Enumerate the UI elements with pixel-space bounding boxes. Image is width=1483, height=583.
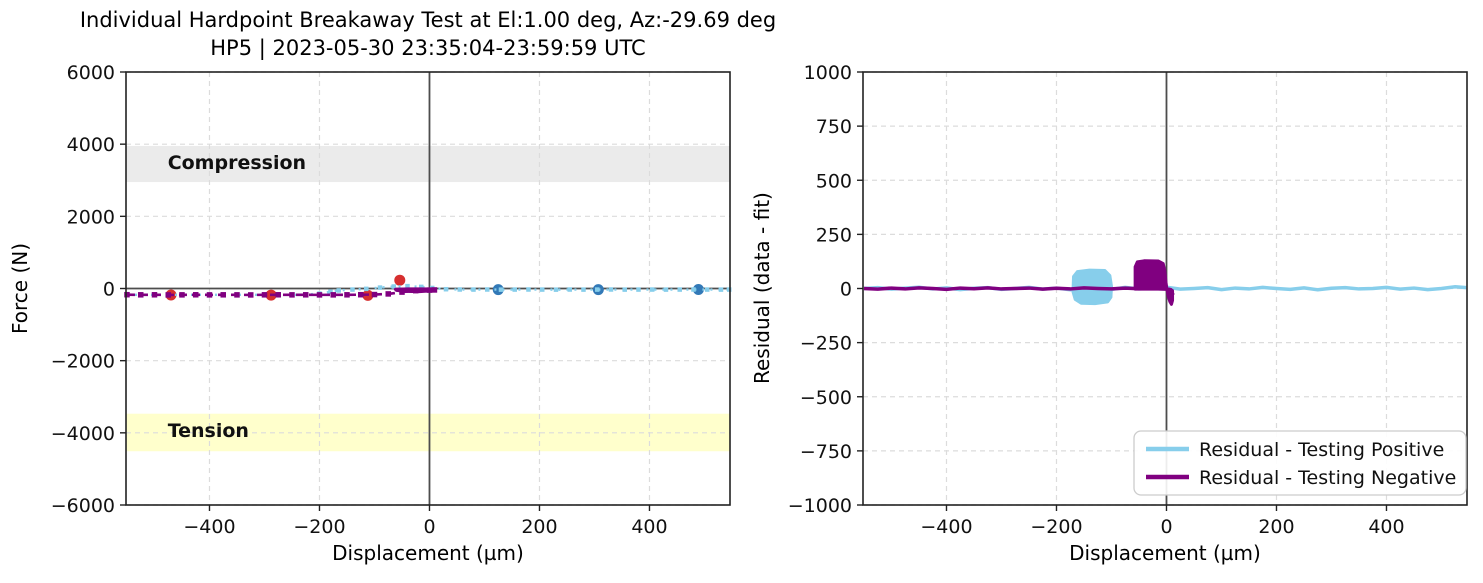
series-testing-positive-marker [649, 287, 655, 292]
series-testing-negative-marker [206, 292, 213, 298]
series-testing-positive-marker [328, 289, 333, 294]
y-tick-label: 0 [103, 279, 115, 301]
y-tick-label: 2000 [67, 206, 115, 228]
series-testing-positive-marker [622, 287, 627, 292]
series-testing-negative-marker [302, 292, 309, 298]
y-tick-label: 4000 [67, 134, 115, 156]
compression-band [126, 145, 730, 183]
plot-subtitle: HP5 | 2023-05-30 23:35:04-23:59:59 UTC [210, 36, 646, 60]
series-testing-positive-marker [636, 287, 641, 292]
y-tick-label: 500 [816, 170, 852, 192]
y-tick-label: 0 [840, 279, 852, 301]
legend-box [1133, 430, 1467, 496]
series-testing-positive-marker [457, 287, 462, 292]
series-testing-positive-marker [663, 287, 669, 292]
series-testing-positive-marker [363, 286, 369, 292]
series-testing-negative-marker [385, 291, 391, 297]
series-testing-negative-marker [124, 291, 130, 298]
y-tick-label: −2000 [51, 351, 115, 373]
tension-band-label: Tension [168, 420, 249, 442]
series-testing-positive-marker [567, 287, 572, 292]
x-tick-label: 200 [521, 516, 557, 538]
series-testing-negative-marker [220, 292, 226, 298]
x-tick-label: −200 [1030, 516, 1082, 538]
series-testing-positive-marker [471, 287, 476, 292]
y-tick-label: −4000 [51, 423, 115, 445]
series-testing-negative-marker [371, 291, 378, 298]
series-measured-points-positive-marker [692, 283, 704, 295]
series-testing-positive-marker [608, 287, 614, 292]
series-testing-positive-marker [704, 287, 710, 292]
series-breakaway-cluster [393, 287, 436, 294]
series-testing-negative-marker [275, 292, 281, 298]
x-tick-label: −200 [293, 516, 345, 538]
series-measured-points-positive-marker [492, 284, 504, 296]
x-tick-label: −400 [920, 516, 972, 538]
series-testing-positive-marker [581, 287, 586, 292]
series-testing-positive-marker [539, 287, 545, 292]
legend-label: Residual - Testing Negative [1199, 467, 1456, 489]
y-tick-label: −1000 [788, 495, 852, 517]
y-tick-label: 250 [816, 224, 852, 246]
series-testing-negative-marker [165, 292, 171, 298]
series-residual-negative [863, 286, 1175, 296]
y-tick-label: −250 [800, 333, 852, 355]
series-testing-negative-marker [330, 292, 336, 298]
series-testing-positive-marker [553, 287, 559, 292]
x-tick-label: 400 [1368, 516, 1404, 538]
x-tick-label: 0 [1160, 516, 1172, 538]
series-testing-positive-marker [336, 288, 341, 293]
series-testing-positive-marker [718, 287, 724, 292]
residual-x-axis-label: Displacement (µm) [1069, 541, 1261, 565]
series-testing-positive-marker [677, 287, 682, 292]
series-testing-negative-marker [357, 291, 364, 298]
series-testing-positive-marker [594, 287, 600, 292]
y-tick-label: 6000 [67, 62, 115, 84]
series-testing-positive-marker [526, 287, 531, 292]
series-testing-positive-marker [350, 287, 355, 292]
axes-spines [862, 71, 1468, 506]
series-testing-negative-marker [192, 292, 199, 298]
series-testing-negative-marker [234, 292, 240, 298]
plot-title: Individual Hardpoint Breakaway Test at E… [79, 8, 777, 32]
y-tick-label: 1000 [804, 62, 852, 84]
x-tick-label: 400 [631, 516, 667, 538]
series-testing-negative-marker [179, 292, 185, 298]
series-testing-positive-marker [391, 284, 396, 289]
series-testing-negative-marker [247, 292, 254, 298]
series-testing-positive-marker [691, 287, 696, 292]
compression-band-label: Compression [168, 152, 306, 174]
y-tick-label: −500 [800, 387, 852, 409]
figure-title-block: Individual Hardpoint Breakaway Test at E… [0, 6, 856, 62]
series-testing-negative-marker [344, 292, 350, 298]
axes-spines [125, 71, 731, 506]
series-testing-positive-marker [484, 287, 490, 292]
series-testing-positive-marker [377, 285, 383, 290]
series-residual-negative-blob [1133, 259, 1175, 306]
x-tick-label: 0 [423, 516, 435, 538]
series-testing-positive-marker [418, 284, 424, 290]
y-tick-label: 750 [816, 116, 852, 138]
series-testing-negative-marker [261, 292, 268, 298]
legend-label: Residual - Testing Positive [1199, 439, 1444, 461]
series-testing-negative-marker [151, 292, 158, 298]
y-tick-label: −6000 [51, 495, 115, 517]
x-tick-label: −400 [183, 516, 235, 538]
series-testing-positive-marker [443, 286, 449, 292]
series-testing-negative-marker [137, 292, 144, 298]
series-testing-positive-marker [405, 283, 410, 289]
series-testing-negative-marker [289, 292, 295, 298]
y-tick-label: −750 [800, 441, 852, 463]
force-x-axis-label: Displacement (µm) [332, 541, 524, 565]
x-tick-label: 200 [1258, 516, 1294, 538]
series-testing-positive-marker [512, 287, 517, 292]
series-testing-negative-marker [316, 292, 323, 298]
series-measured-points-negative-marker [394, 274, 406, 286]
series-testing-positive-marker [498, 287, 504, 292]
